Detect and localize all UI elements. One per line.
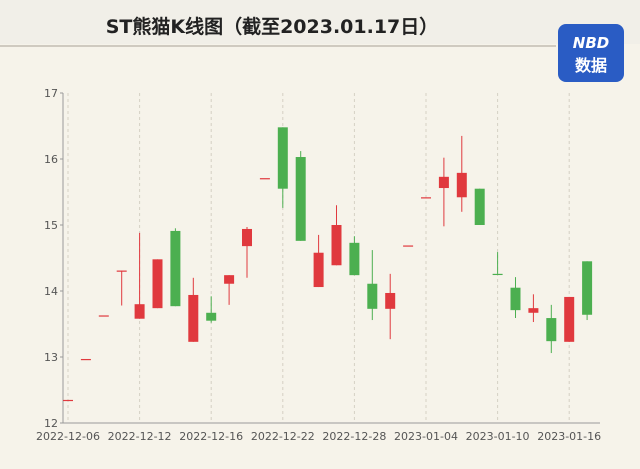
x-tick-label: 2022-12-22 — [251, 430, 315, 443]
candle-body — [367, 283, 378, 309]
x-tick-label: 2023-01-16 — [537, 430, 601, 443]
x-tick-label: 2022-12-16 — [179, 430, 243, 443]
candle-body — [116, 270, 127, 272]
y-tick-label: 16 — [44, 153, 58, 166]
y-tick-label: 15 — [44, 219, 58, 232]
candle-body — [349, 242, 360, 276]
logo — [558, 24, 624, 82]
candle-body — [277, 127, 288, 189]
candle-body — [510, 287, 521, 311]
candle-body — [188, 294, 199, 342]
chart-title: ST熊猫K线图（截至2023.01.17日） — [106, 15, 439, 38]
logo-top: NBD — [573, 34, 609, 52]
title-bar — [0, 0, 640, 44]
candle-body — [492, 273, 503, 276]
candle-body — [546, 318, 557, 342]
candle-body — [80, 358, 91, 361]
candle-body — [331, 225, 342, 266]
candle-body — [224, 275, 235, 284]
candle-body — [152, 259, 163, 309]
logo-bottom: 数据 — [575, 56, 607, 75]
y-tick-label: 13 — [44, 351, 58, 364]
candle-body — [403, 245, 414, 247]
candle-body — [456, 172, 467, 198]
candle-body — [259, 178, 270, 180]
candle-body — [313, 252, 324, 288]
y-tick-label: 17 — [44, 87, 58, 100]
candle-body — [564, 296, 575, 342]
candle-body — [474, 188, 485, 225]
y-tick-label: 12 — [44, 417, 58, 430]
candle-body — [438, 176, 449, 189]
x-tick-label: 2023-01-04 — [394, 430, 458, 443]
candle-body — [421, 197, 431, 199]
candle-body — [582, 261, 593, 315]
candle-body — [98, 315, 109, 317]
x-tick-label: 2022-12-28 — [322, 430, 386, 443]
candle-body — [295, 157, 306, 241]
candle-body — [170, 230, 181, 307]
y-tick-label: 14 — [44, 285, 58, 298]
candle-body — [206, 312, 217, 321]
x-tick-label: 2022-12-06 — [36, 430, 100, 443]
x-tick-label: 2022-12-12 — [108, 430, 172, 443]
x-tick-label: 2023-01-10 — [466, 430, 530, 443]
candle-body — [385, 292, 396, 309]
candle-body — [242, 228, 252, 247]
candle-body — [134, 304, 145, 319]
candle-body — [63, 399, 73, 402]
candle-body — [528, 308, 539, 313]
